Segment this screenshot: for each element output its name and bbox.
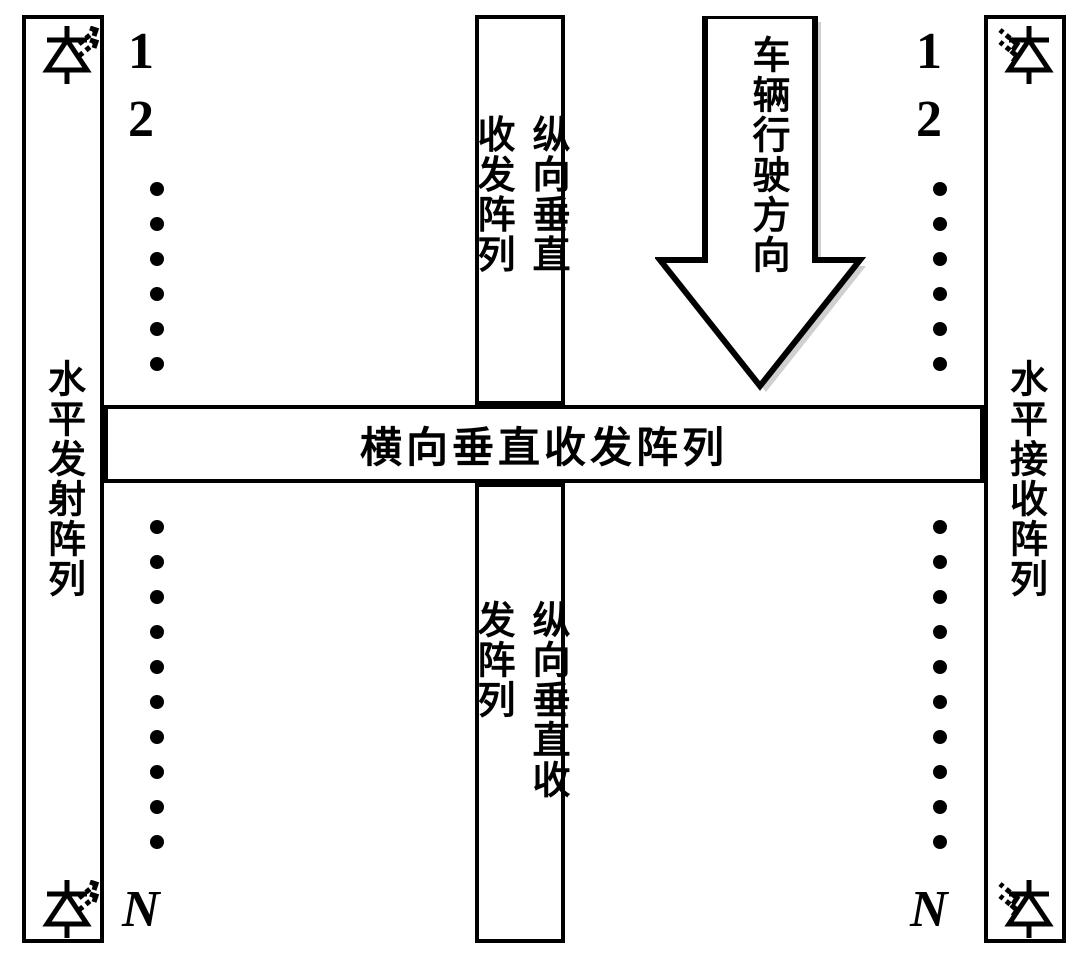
- ellipsis-dot: [150, 730, 164, 744]
- ellipsis-dot: [933, 252, 947, 266]
- ellipsis-dot: [933, 695, 947, 709]
- ellipsis-dot: [933, 520, 947, 534]
- ellipsis-dot: [150, 625, 164, 639]
- left-column-box: 水平发射阵列: [22, 15, 104, 943]
- ellipsis-dot: [150, 765, 164, 779]
- diagram-root: 水平发射阵列: [0, 0, 1092, 959]
- ellipsis-dot: [150, 217, 164, 231]
- index-two: 2: [128, 90, 154, 149]
- bottom-vertical-label: 纵向垂直收发阵列: [465, 600, 575, 826]
- ellipsis-dot: [150, 357, 164, 371]
- arrow-label: 车辆行驶方向: [740, 35, 795, 275]
- index-n: N: [122, 880, 160, 939]
- index-n: N: [910, 880, 948, 939]
- ellipsis-dot: [150, 695, 164, 709]
- ellipsis-dot: [933, 555, 947, 569]
- ellipsis-dot: [933, 357, 947, 371]
- index-one: 1: [128, 22, 154, 81]
- ellipsis-dot: [150, 322, 164, 336]
- bottom-vertical-box: 纵向垂直收发阵列: [475, 483, 565, 943]
- ellipsis-dot: [150, 182, 164, 196]
- ellipsis-dot: [150, 252, 164, 266]
- ellipsis-dot: [933, 800, 947, 814]
- ellipsis-dot: [933, 765, 947, 779]
- ellipsis-dot: [933, 322, 947, 336]
- right-column-box: 水平接收阵列: [984, 15, 1066, 943]
- index-two: 2: [916, 90, 942, 149]
- ellipsis-dot: [150, 555, 164, 569]
- ellipsis-dot: [150, 287, 164, 301]
- ellipsis-dot: [933, 182, 947, 196]
- ellipsis-dot: [150, 590, 164, 604]
- diode-icon: [34, 880, 100, 940]
- horizontal-bar-box: 横向垂直收发阵列: [104, 405, 984, 483]
- ellipsis-dot: [150, 660, 164, 674]
- right-column-label: 水平接收阵列: [998, 359, 1053, 599]
- horizontal-bar-label: 横向垂直收发阵列: [360, 414, 728, 475]
- ellipsis-dot: [150, 520, 164, 534]
- top-vertical-label: 纵向垂直收发阵列: [465, 115, 575, 306]
- index-one: 1: [916, 22, 942, 81]
- ellipsis-dot: [933, 660, 947, 674]
- diode-icon: [996, 26, 1062, 86]
- top-vertical-box: 纵向垂直收发阵列: [475, 15, 565, 405]
- ellipsis-dot: [933, 625, 947, 639]
- ellipsis-dot: [933, 287, 947, 301]
- left-column-label: 水平发射阵列: [36, 359, 91, 599]
- ellipsis-dot: [933, 730, 947, 744]
- ellipsis-dot: [933, 590, 947, 604]
- ellipsis-dot: [150, 800, 164, 814]
- diode-icon: [996, 880, 1062, 940]
- ellipsis-dot: [933, 835, 947, 849]
- ellipsis-dot: [150, 835, 164, 849]
- diode-icon: [34, 26, 100, 86]
- ellipsis-dot: [933, 217, 947, 231]
